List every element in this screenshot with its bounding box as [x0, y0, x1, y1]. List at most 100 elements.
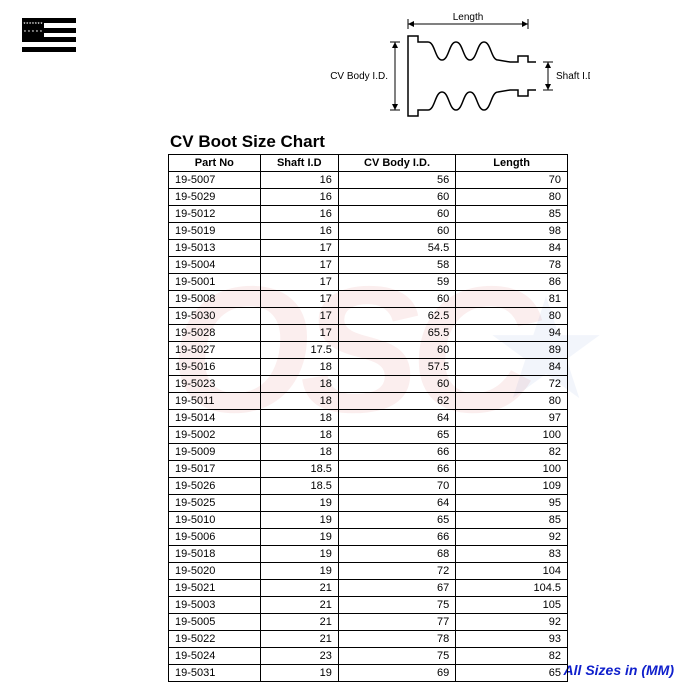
col-shaft: Shaft I.D: [260, 155, 338, 172]
cell-len: 83: [456, 546, 568, 563]
cell-shaft: 16: [260, 189, 338, 206]
cell-part: 19-5029: [169, 189, 261, 206]
cell-body: 54.5: [338, 240, 455, 257]
cell-shaft: 16: [260, 172, 338, 189]
cell-body: 60: [338, 291, 455, 308]
cell-body: 64: [338, 410, 455, 427]
cell-shaft: 18: [260, 359, 338, 376]
cell-body: 77: [338, 614, 455, 631]
cell-body: 70: [338, 478, 455, 495]
cell-part: 19-5031: [169, 665, 261, 682]
table-row: 19-5019166098: [169, 223, 568, 240]
cell-shaft: 19: [260, 495, 338, 512]
cell-body: 60: [338, 376, 455, 393]
cell-body: 68: [338, 546, 455, 563]
cell-part: 19-5009: [169, 444, 261, 461]
table-row: 19-502717.56089: [169, 342, 568, 359]
cell-body: 75: [338, 648, 455, 665]
cell-shaft: 21: [260, 631, 338, 648]
cell-part: 19-5027: [169, 342, 261, 359]
cell-shaft: 17: [260, 325, 338, 342]
table-row: 19-5004175878: [169, 257, 568, 274]
cell-shaft: 19: [260, 529, 338, 546]
table-row: 19-5029166080: [169, 189, 568, 206]
cell-shaft: 18: [260, 444, 338, 461]
table-row: 19-50201972104: [169, 563, 568, 580]
cell-shaft: 19: [260, 665, 338, 682]
cell-shaft: 17.5: [260, 342, 338, 359]
table-row: 19-5024237582: [169, 648, 568, 665]
cell-body: 59: [338, 274, 455, 291]
cell-part: 19-5013: [169, 240, 261, 257]
cell-len: 92: [456, 614, 568, 631]
table-row: 19-50131754.584: [169, 240, 568, 257]
col-body: CV Body I.D.: [338, 155, 455, 172]
cell-shaft: 18: [260, 410, 338, 427]
cell-len: 84: [456, 240, 568, 257]
cell-len: 80: [456, 393, 568, 410]
cell-body: 62.5: [338, 308, 455, 325]
cell-len: 100: [456, 427, 568, 444]
cell-shaft: 21: [260, 597, 338, 614]
cell-len: 89: [456, 342, 568, 359]
cell-body: 67: [338, 580, 455, 597]
table-row: 19-501718.566100: [169, 461, 568, 478]
shaft-label: Shaft I.D.: [556, 71, 590, 82]
table-row: 19-5007165670: [169, 172, 568, 189]
size-table: Part No Shaft I.D CV Body I.D. Length 19…: [168, 154, 568, 682]
cell-part: 19-5004: [169, 257, 261, 274]
cell-len: 78: [456, 257, 568, 274]
table-row: 19-50021865100: [169, 427, 568, 444]
cell-body: 58: [338, 257, 455, 274]
table-row: 19-502618.570109: [169, 478, 568, 495]
table-row: 19-5010196585: [169, 512, 568, 529]
table-row: 19-5012166085: [169, 206, 568, 223]
cell-part: 19-5019: [169, 223, 261, 240]
cell-len: 92: [456, 529, 568, 546]
cell-body: 65: [338, 512, 455, 529]
cell-body: 65.5: [338, 325, 455, 342]
col-len: Length: [456, 155, 568, 172]
cell-shaft: 18: [260, 427, 338, 444]
table-row: 19-50212167104.5: [169, 580, 568, 597]
table-row: 19-5011186280: [169, 393, 568, 410]
cell-body: 66: [338, 529, 455, 546]
cell-shaft: 23: [260, 648, 338, 665]
cell-len: 65: [456, 665, 568, 682]
cell-part: 19-5007: [169, 172, 261, 189]
cell-body: 69: [338, 665, 455, 682]
cell-len: 80: [456, 189, 568, 206]
cell-shaft: 17: [260, 240, 338, 257]
table-row: 19-5008176081: [169, 291, 568, 308]
cell-part: 19-5003: [169, 597, 261, 614]
cell-len: 94: [456, 325, 568, 342]
cell-shaft: 19: [260, 512, 338, 529]
cell-part: 19-5030: [169, 308, 261, 325]
size-chart: CV Boot Size Chart Part No Shaft I.D CV …: [168, 132, 568, 682]
cell-part: 19-5022: [169, 631, 261, 648]
table-row: 19-5001175986: [169, 274, 568, 291]
cell-shaft: 19: [260, 546, 338, 563]
cell-len: 84: [456, 359, 568, 376]
table-row: 19-5006196692: [169, 529, 568, 546]
cell-body: 56: [338, 172, 455, 189]
cell-part: 19-5020: [169, 563, 261, 580]
table-row: 19-5018196883: [169, 546, 568, 563]
cell-part: 19-5024: [169, 648, 261, 665]
cell-body: 66: [338, 444, 455, 461]
cell-shaft: 18: [260, 393, 338, 410]
table-row: 19-5025196495: [169, 495, 568, 512]
cell-body: 60: [338, 223, 455, 240]
us-flag-icon: ★★★★ ★★★★ ★★★★: [22, 18, 76, 52]
cell-len: 98: [456, 223, 568, 240]
cell-body: 57.5: [338, 359, 455, 376]
chart-title: CV Boot Size Chart: [168, 132, 568, 152]
cell-body: 72: [338, 563, 455, 580]
cell-part: 19-5011: [169, 393, 261, 410]
cell-body: 66: [338, 461, 455, 478]
cell-part: 19-5006: [169, 529, 261, 546]
cell-body: 60: [338, 189, 455, 206]
cell-part: 19-5002: [169, 427, 261, 444]
cell-shaft: 17: [260, 274, 338, 291]
cell-part: 19-5025: [169, 495, 261, 512]
